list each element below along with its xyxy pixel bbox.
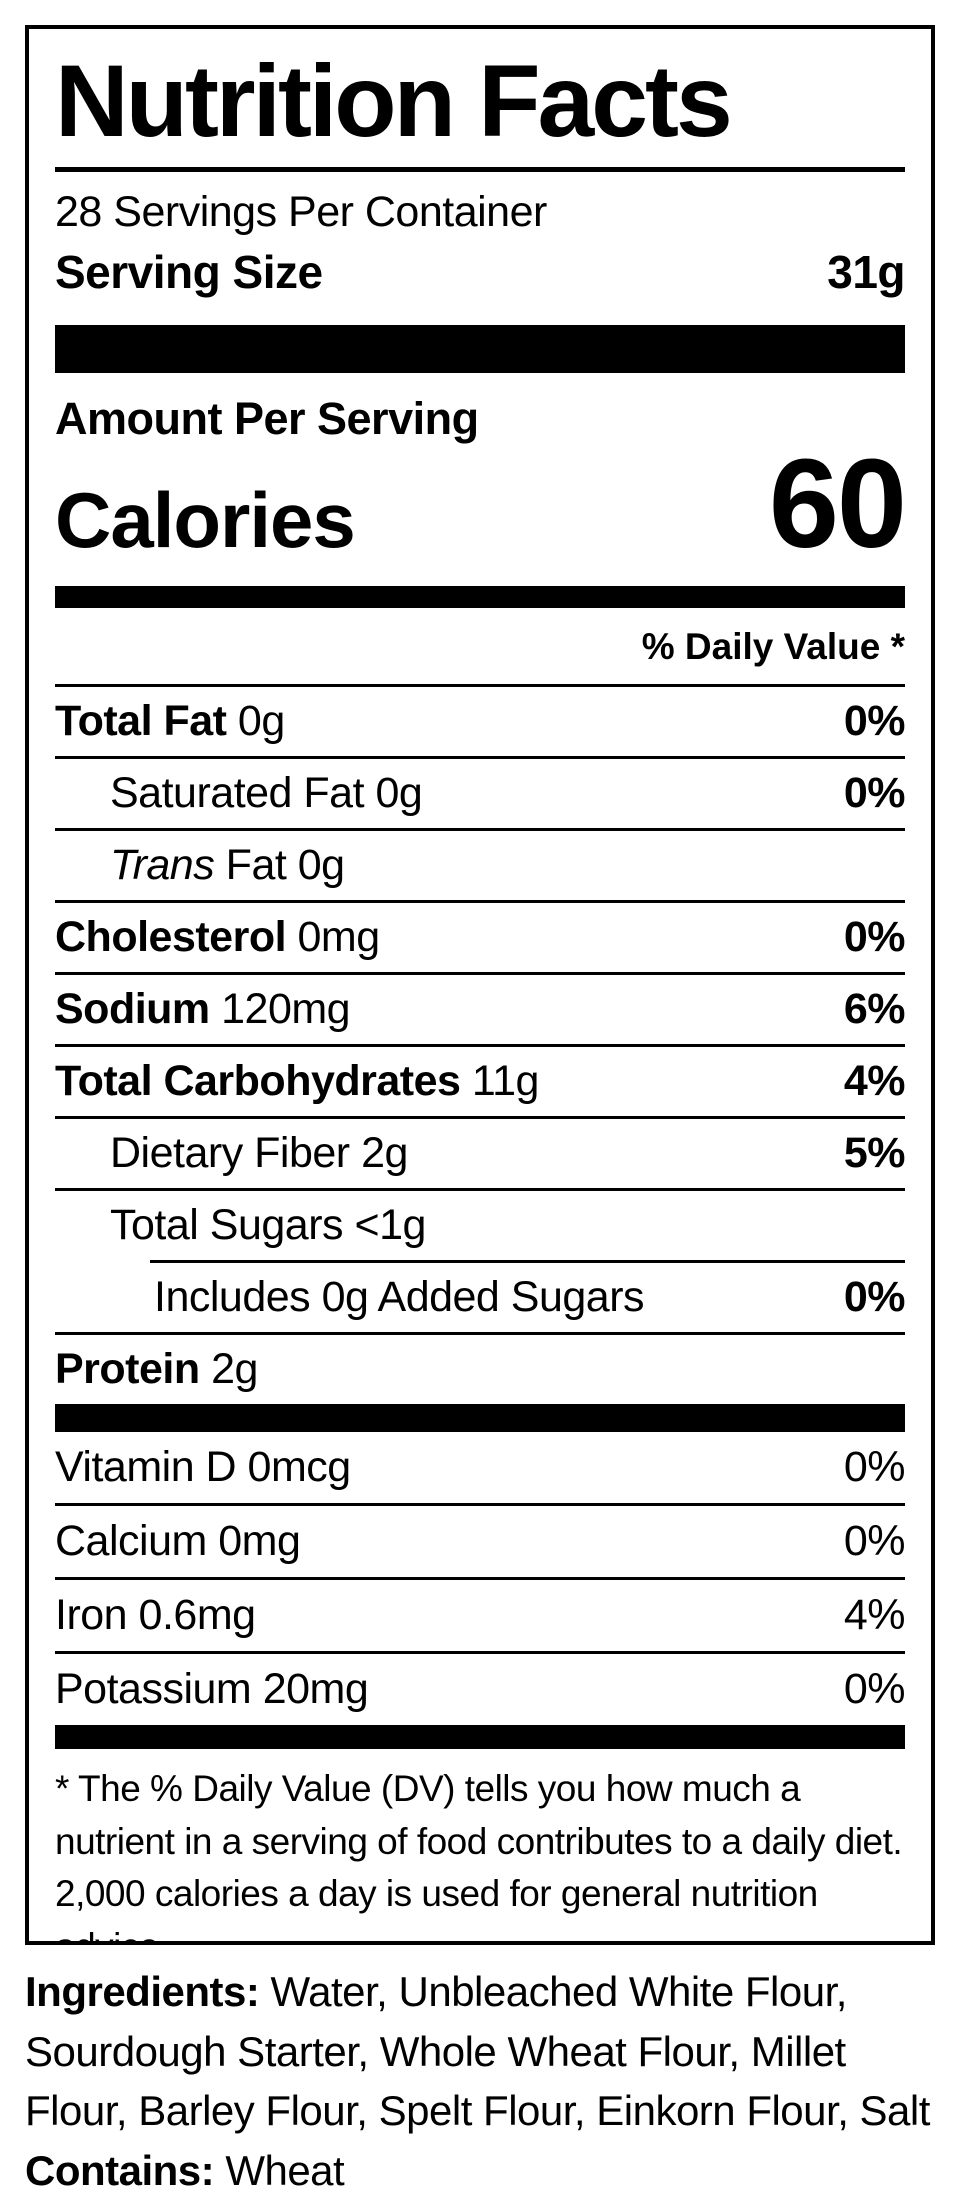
ingredients-text: Ingredients: Water, Unbleached White Flo… — [25, 1968, 930, 2135]
nutrition-facts-label: Nutrition Facts 28 Servings Per Containe… — [25, 25, 935, 1945]
row-iron-dv: 4% — [843, 1591, 906, 1640]
row-divider — [55, 756, 905, 760]
row-total-fat-dv: 0% — [843, 697, 906, 746]
amount-per-serving-label: Amount Per Serving — [55, 393, 479, 445]
row-divider — [55, 684, 905, 688]
row-sodium: Sodium 120mg 6% — [55, 985, 906, 1034]
row-iron: Iron 0.6mg 4% — [55, 1591, 906, 1640]
row-divider — [55, 972, 905, 976]
row-dietary-fiber-dv: 5% — [843, 1129, 906, 1178]
serving-size-label: Serving Size — [55, 246, 323, 299]
row-calcium: Calcium 0mg 0% — [55, 1517, 906, 1566]
calories-row: Calories 60 — [55, 433, 907, 575]
contains-text: Contains: Wheat — [25, 2146, 345, 2194]
section-bar-footnote — [55, 1725, 905, 1750]
row-total-carbohydrates-dv: 4% — [843, 1057, 906, 1106]
row-potassium-dv: 0% — [843, 1665, 906, 1714]
ingredients-section: Ingredients: Water, Unbleached White Flo… — [25, 1962, 937, 2201]
serving-size-row: Serving Size 31g — [55, 245, 905, 299]
row-added-sugars: Includes 0g Added Sugars 0% — [154, 1273, 906, 1322]
row-divider — [55, 1332, 905, 1336]
row-divider — [55, 1188, 905, 1192]
row-cholesterol: Cholesterol 0mg 0% — [55, 913, 906, 962]
row-added-sugars-dv: 0% — [843, 1273, 906, 1322]
row-dietary-fiber: Dietary Fiber 2g 5% — [110, 1129, 906, 1178]
row-divider-indented — [150, 1260, 905, 1264]
section-bar-vitamins — [55, 1404, 905, 1433]
title-divider — [55, 167, 905, 173]
row-total-fat: Total Fat 0g 0% — [55, 697, 906, 746]
contains-label: Contains: — [25, 2146, 215, 2194]
row-saturated-fat: Saturated Fat 0g 0% — [110, 769, 906, 818]
section-bar-top — [55, 325, 905, 374]
serving-size-value: 31g — [827, 246, 905, 299]
row-divider — [55, 1116, 905, 1120]
row-total-sugars: Total Sugars <1g — [110, 1201, 426, 1250]
row-divider — [55, 1577, 905, 1581]
row-divider — [55, 1044, 905, 1048]
row-cholesterol-dv: 0% — [843, 913, 906, 962]
row-vitamin-d-dv: 0% — [843, 1443, 906, 1492]
page-title: Nutrition Facts — [55, 44, 733, 158]
calories-value: 60 — [768, 433, 907, 575]
row-trans-fat: Trans Fat 0g — [110, 841, 345, 890]
row-saturated-fat-dv: 0% — [843, 769, 906, 818]
row-sodium-dv: 6% — [843, 985, 906, 1034]
ingredients-label: Ingredients: — [25, 1968, 260, 2015]
daily-value-header: % Daily Value * — [641, 626, 905, 668]
row-vitamin-d: Vitamin D 0mcg 0% — [55, 1443, 906, 1492]
row-divider — [55, 900, 905, 904]
calories-label: Calories — [55, 476, 356, 565]
row-divider — [55, 1651, 905, 1655]
section-bar-calories — [55, 586, 905, 609]
row-calcium-dv: 0% — [843, 1517, 906, 1566]
row-divider — [55, 1503, 905, 1507]
row-divider — [55, 828, 905, 832]
row-potassium: Potassium 20mg 0% — [55, 1665, 906, 1714]
row-total-carbohydrates: Total Carbohydrates 11g 4% — [55, 1057, 906, 1106]
daily-value-footnote: * The % Daily Value (DV) tells you how m… — [55, 1768, 903, 1941]
row-protein: Protein 2g — [55, 1345, 258, 1394]
servings-per-container: 28 Servings Per Container — [55, 188, 547, 237]
